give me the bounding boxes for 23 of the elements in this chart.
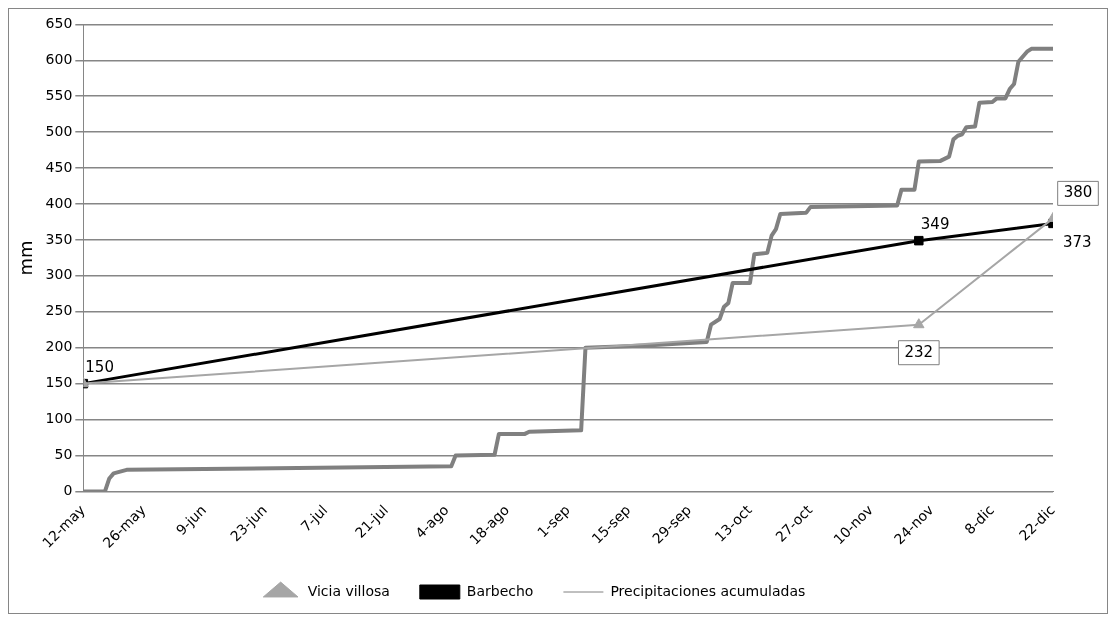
data-label: 232 [904, 342, 934, 361]
y-tick-label: 600 [45, 50, 73, 67]
y-tick-label: 550 [45, 86, 73, 103]
y-tick-label: 450 [45, 158, 73, 175]
data-label: 349 [920, 214, 950, 233]
y-tick-label: 650 [45, 15, 73, 32]
y-tick-label: 350 [45, 230, 73, 247]
data-label: 373 [1063, 233, 1092, 252]
y-tick-label: 0 [63, 482, 73, 499]
y-tick-label: 200 [45, 338, 73, 355]
y-tick-label: 150 [45, 374, 73, 391]
legend-label: Precipitaciones acumuladas [610, 582, 806, 599]
y-tick-label: 400 [45, 194, 73, 211]
y-tick-label: 250 [45, 302, 73, 319]
y-tick-label: 500 [45, 122, 73, 139]
legend-label: Vicia villosa [307, 582, 390, 599]
y-tick-label: 100 [45, 410, 73, 427]
y-axis-title: mm [15, 240, 37, 276]
y-tick-label: 300 [45, 266, 73, 283]
y-tick-label: 50 [54, 446, 73, 463]
data-label: 150 [85, 357, 114, 376]
data-label: 380 [1063, 183, 1093, 202]
legend-label: Barbecho [466, 582, 534, 599]
